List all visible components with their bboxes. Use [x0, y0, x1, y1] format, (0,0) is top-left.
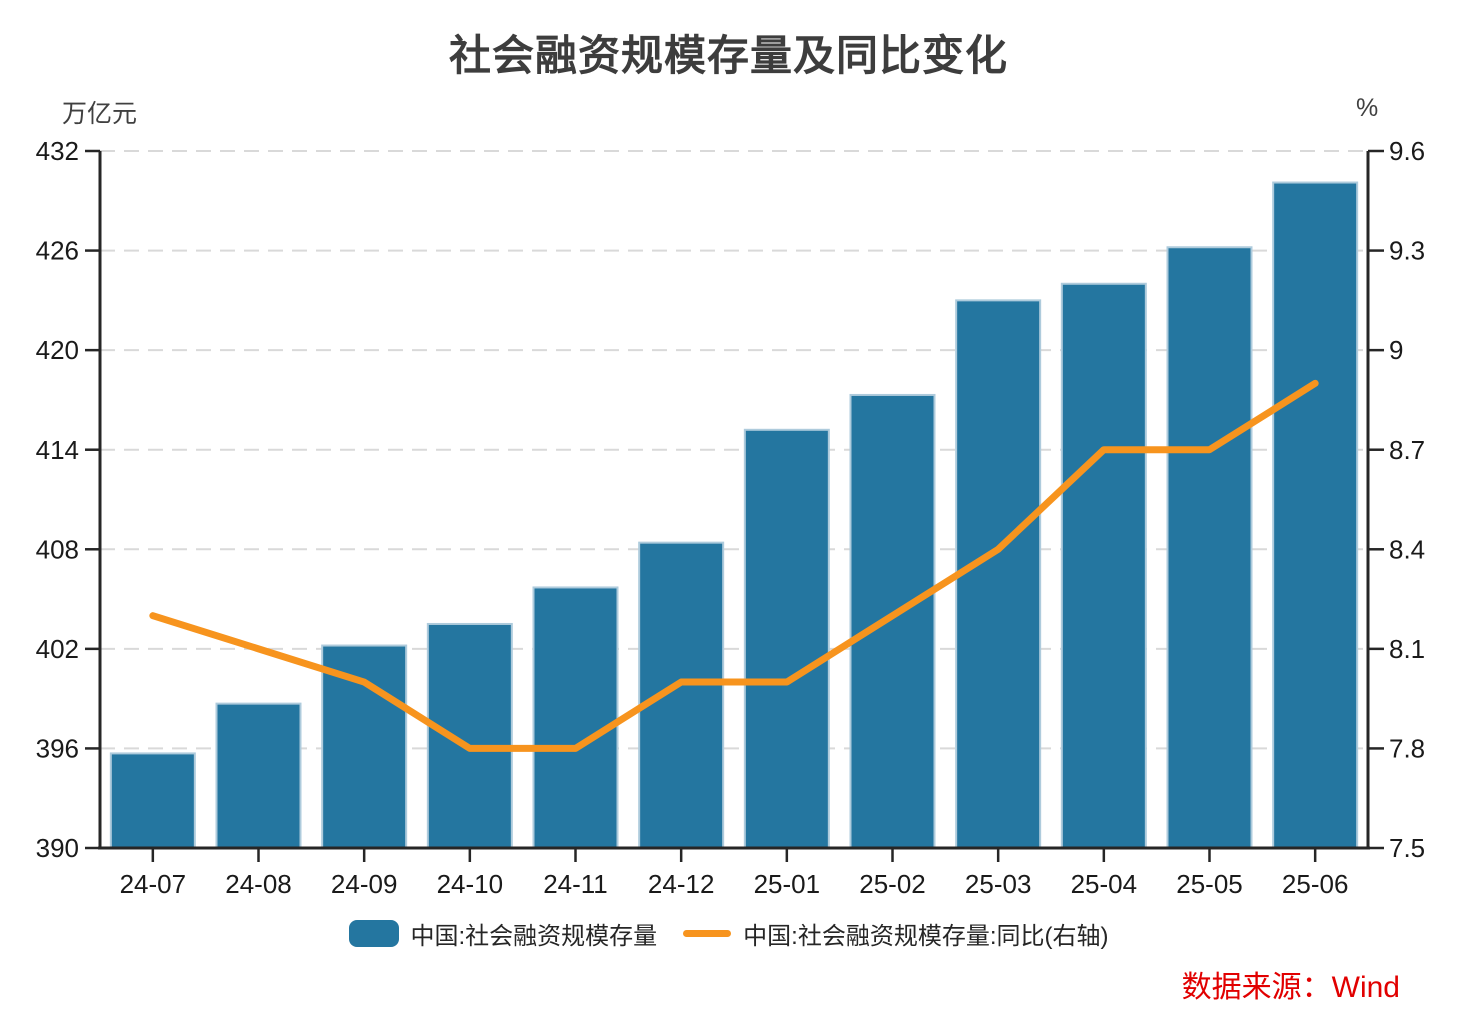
left-axis-tick-label: 414 — [36, 435, 79, 465]
right-axis-tick-label: 9 — [1389, 335, 1403, 365]
legend-label-yoy: 中国:社会融资规模存量:同比(右轴) — [743, 923, 1109, 950]
right-axis-tick-label: 8.7 — [1389, 435, 1425, 465]
x-axis-label-24-11: 24-11 — [543, 869, 608, 899]
right-axis-tick-label: 9.6 — [1389, 136, 1425, 166]
x-axis-label-24-12: 24-12 — [648, 869, 715, 899]
x-axis-label-25-02: 25-02 — [859, 869, 926, 899]
left-axis-tick-label: 402 — [36, 634, 79, 664]
right-axis-tick-label: 7.5 — [1389, 833, 1425, 863]
left-axis-tick-label: 432 — [36, 136, 79, 166]
bar-series-swatch-icon — [348, 920, 399, 947]
left-axis-tick-label: 390 — [36, 833, 79, 863]
legend: 中国:社会融资规模存量 中国:社会融资规模存量:同比(右轴) — [0, 916, 1457, 951]
x-axis-label-24-07: 24-07 — [120, 869, 187, 899]
x-axis-label-25-05: 25-05 — [1176, 869, 1243, 899]
x-axis-label-24-08: 24-08 — [225, 869, 292, 899]
right-axis-unit-label: % — [1356, 94, 1379, 122]
left-axis-unit-label: 万亿元 — [62, 100, 138, 128]
bar-24-07 — [109, 752, 196, 850]
left-axis-tick-label: 426 — [36, 236, 79, 266]
x-axis-label-25-04: 25-04 — [1071, 869, 1138, 899]
chart-title: 社会融资规模存量及同比变化 — [448, 32, 1008, 79]
yoy-line — [149, 379, 1319, 752]
bar-25-02 — [849, 393, 936, 849]
bar-24-10 — [426, 622, 513, 850]
left-axis-tick-label: 408 — [36, 534, 79, 564]
bar-25-01 — [743, 428, 830, 849]
right-axis-tick-label: 8.1 — [1389, 634, 1425, 664]
bar-25-04 — [1060, 282, 1147, 849]
x-axis-label-24-09: 24-09 — [331, 869, 398, 899]
bar-24-12 — [638, 541, 725, 850]
left-axis-tick-label: 420 — [36, 335, 79, 365]
x-axis-label-25-03: 25-03 — [965, 869, 1032, 899]
right-axis-tick-label: 7.8 — [1389, 734, 1425, 764]
data-source-note: 数据来源：Wind — [1181, 971, 1400, 1004]
bar-25-06 — [1272, 181, 1359, 849]
legend-item-yoy: 中国:社会融资规模存量:同比(右轴) — [683, 916, 1109, 951]
bar-25-05 — [1166, 246, 1253, 849]
x-axis-label-25-01: 25-01 — [754, 869, 821, 899]
right-axis-tick-label: 8.4 — [1389, 534, 1425, 564]
bar-24-11 — [532, 586, 619, 849]
legend-label-stock: 中国:社会融资规模存量 — [410, 923, 658, 950]
right-axis-tick-label: 9.3 — [1389, 236, 1425, 266]
bar-25-03 — [955, 299, 1042, 850]
x-axis-label-24-10: 24-10 — [437, 869, 504, 899]
line-series-swatch-icon — [683, 930, 732, 937]
bar-24-08 — [215, 702, 302, 849]
legend-item-stock: 中国:社会融资规模存量 — [348, 916, 658, 951]
left-axis-tick-label: 396 — [36, 734, 79, 764]
x-axis-label-25-06: 25-06 — [1282, 869, 1349, 899]
